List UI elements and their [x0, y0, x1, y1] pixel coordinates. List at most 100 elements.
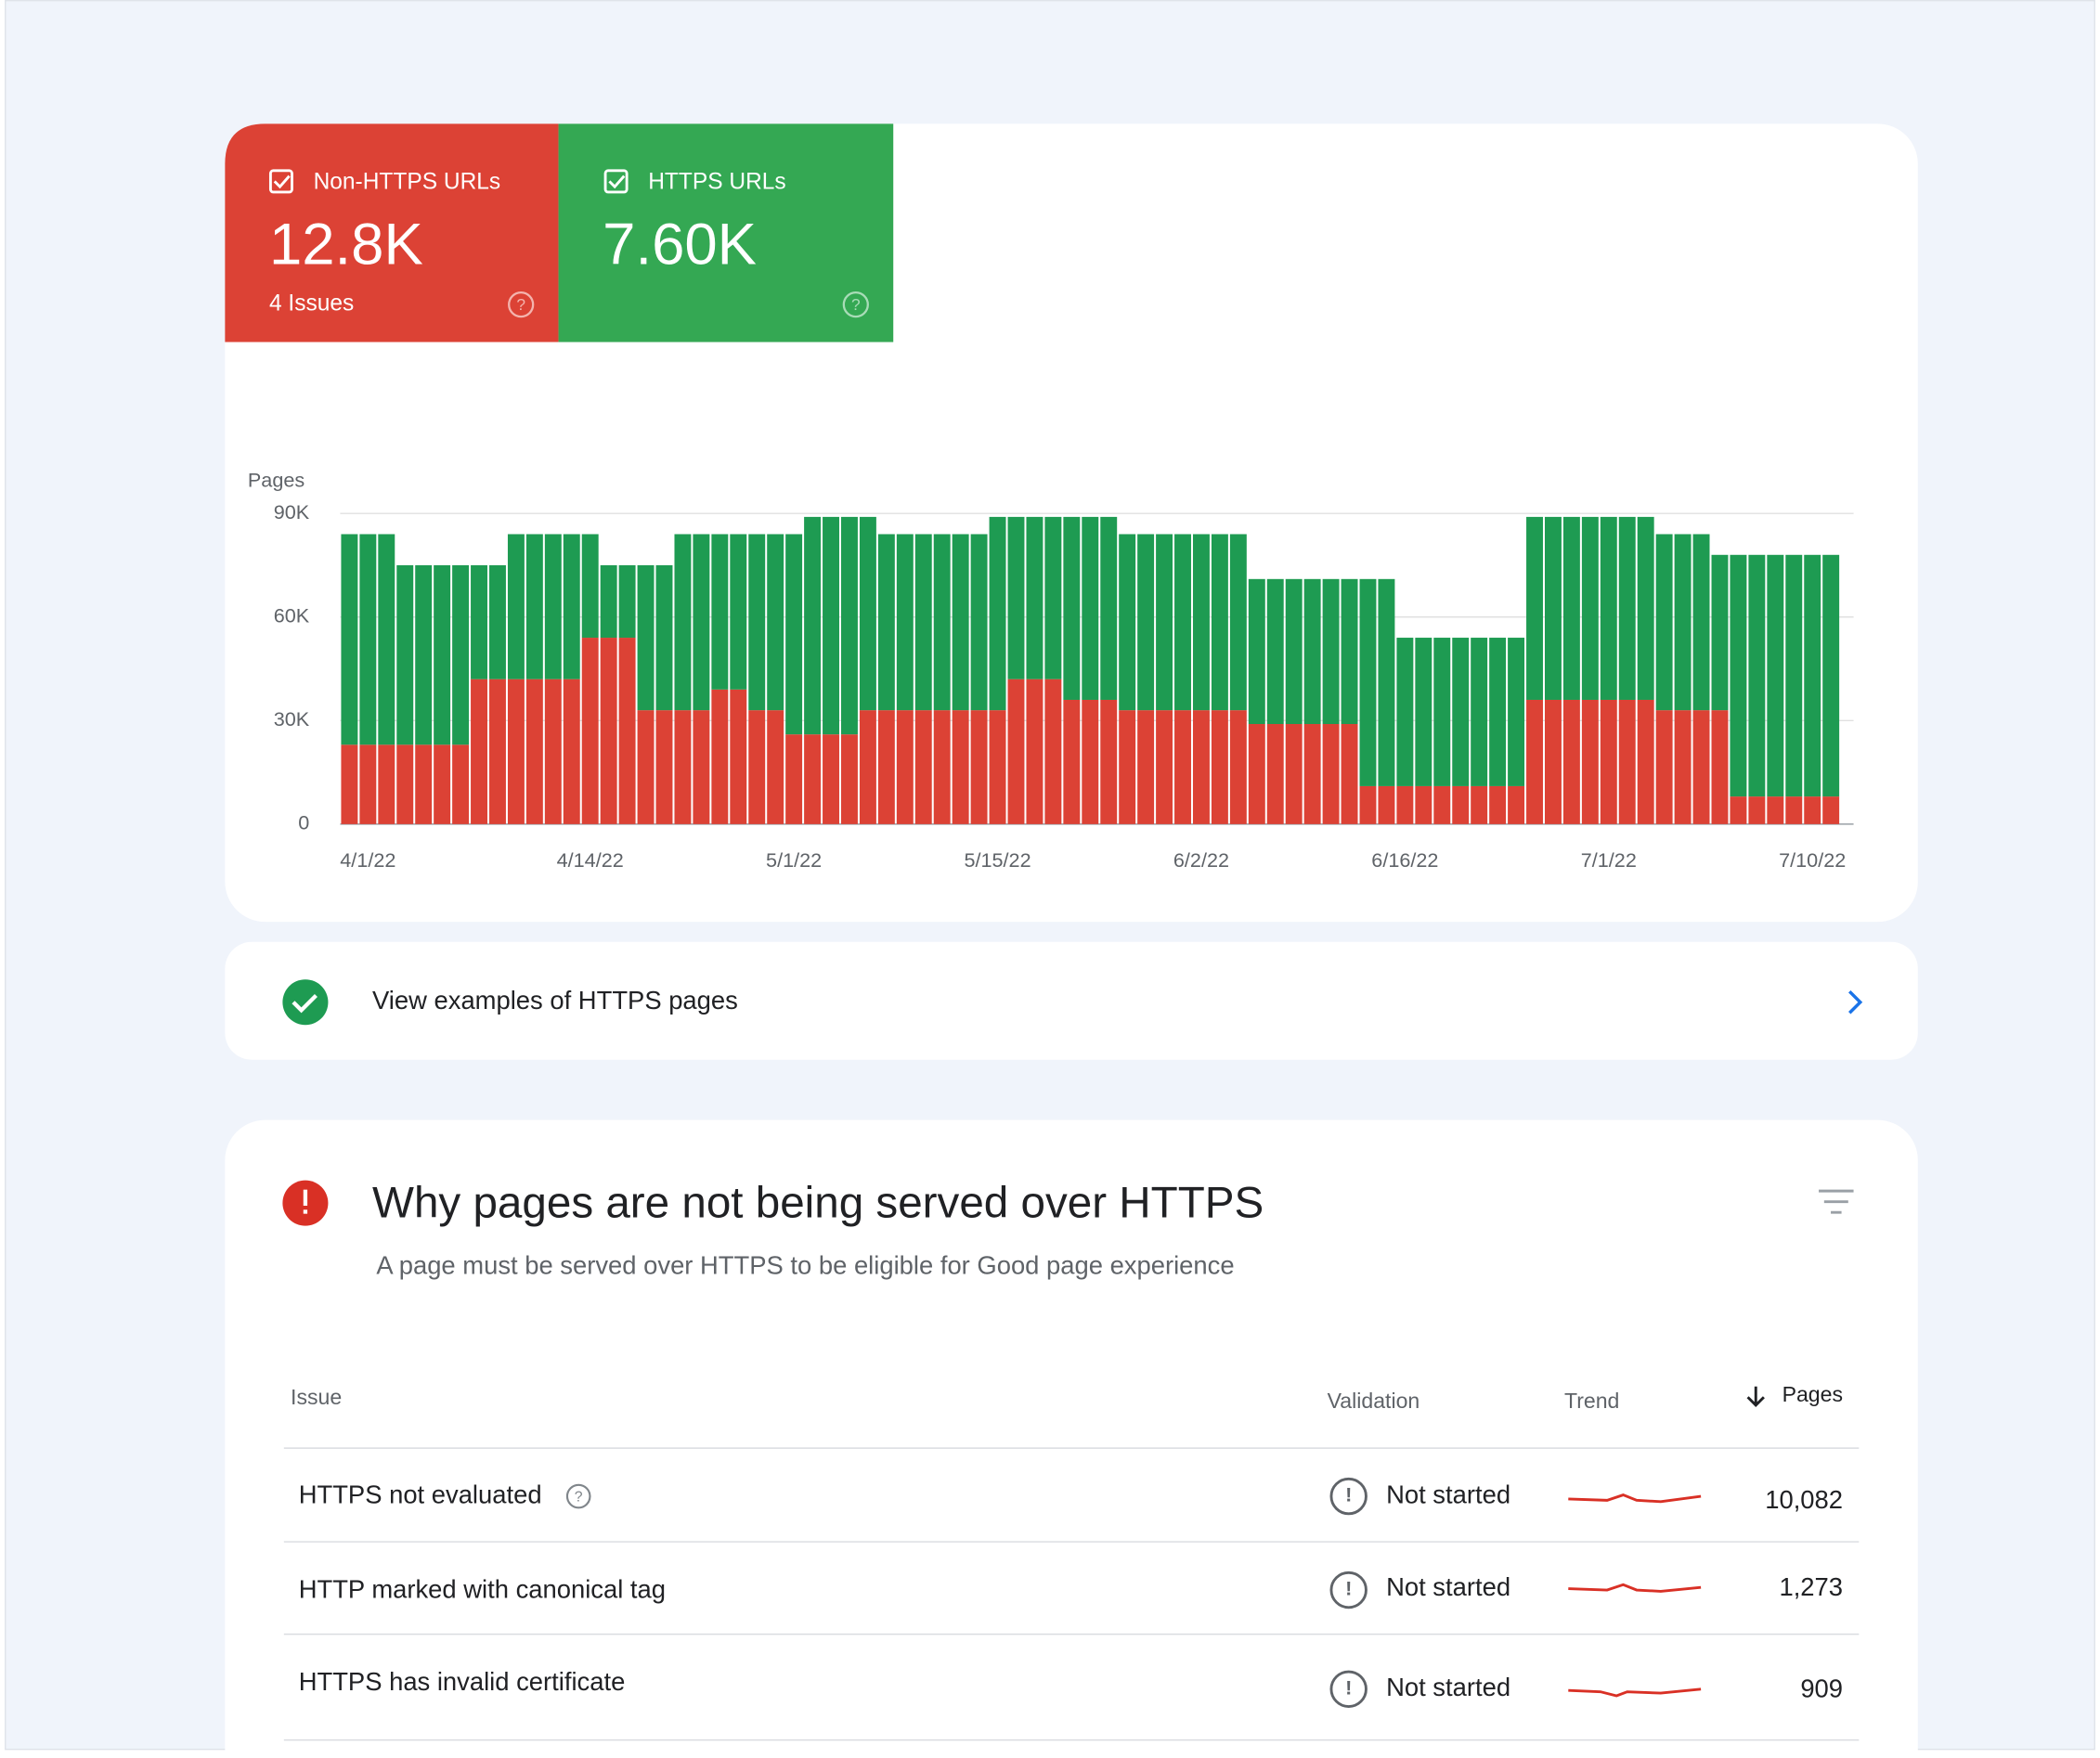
bar-segment: [1359, 578, 1377, 786]
bar-segment: [1822, 554, 1840, 797]
bar-segment: [1767, 796, 1784, 824]
bar-segment: [434, 744, 451, 824]
bar-segment: [525, 679, 543, 824]
bar-segment: [1637, 516, 1654, 700]
x-tick-label: 5/15/22: [964, 848, 1031, 872]
ok-icon: [282, 979, 329, 1026]
bar-segment: [1044, 679, 1062, 824]
validation: Not started: [1386, 1572, 1510, 1601]
bar-segment: [841, 734, 858, 824]
bar-segment: [1655, 710, 1673, 824]
issue-name[interactable]: HTTPS not evaluated: [299, 1480, 542, 1508]
bar-segment: [1692, 710, 1710, 824]
https-card[interactable]: [558, 123, 894, 343]
column-header: Issue: [291, 1385, 342, 1409]
bar-segment: [1415, 785, 1432, 824]
bar-segment: [600, 638, 617, 824]
issue-name[interactable]: HTTPS has invalid certificate: [299, 1667, 626, 1696]
bar-segment: [1192, 534, 1210, 711]
chevron[interactable]: [1848, 989, 1863, 1015]
y-tick-label: 0: [298, 811, 309, 834]
bar-segment: [711, 534, 729, 690]
bar-segment: [711, 689, 729, 824]
card-label: Non-HTTPS URLs: [314, 169, 501, 194]
row-dividers: [283, 1447, 1860, 1741]
bar-segment: [1303, 724, 1321, 824]
bar-segment: [396, 564, 414, 745]
help-icon[interactable]: [842, 291, 869, 318]
bar-segment: [359, 744, 377, 824]
trend: [1568, 1687, 1702, 1698]
error-glyph: [303, 1189, 308, 1206]
bar-segment: [1730, 554, 1747, 797]
trend: [1568, 1493, 1702, 1504]
status-glyph: !: [1345, 1577, 1352, 1600]
card-value: 12.8K: [269, 212, 423, 277]
bar-segment: [952, 710, 969, 824]
non-https-card[interactable]: [225, 123, 559, 343]
bar-segment: [1285, 724, 1303, 824]
issue-name[interactable]: HTTP marked with canonical tag: [299, 1575, 666, 1604]
pages: 1,273: [1779, 1572, 1843, 1601]
chart: 0 30K 60K 90K 4/1/22 4/14/22 5/1/22 5/15/22 6/2/…: [274, 500, 1854, 872]
x-tick-label: 4/14/22: [557, 848, 624, 872]
bar-segment: [1618, 516, 1636, 700]
bar-segment: [1600, 516, 1617, 700]
bar-segment: [1581, 699, 1599, 824]
bar-segment: [914, 534, 932, 711]
bar-segment: [581, 534, 599, 639]
help-icon[interactable]: [508, 291, 535, 318]
x-tick-label: 6/16/22: [1371, 848, 1438, 872]
bar-segment: [341, 744, 358, 824]
bar-segment: [1248, 578, 1265, 725]
bar-segment: [933, 534, 951, 711]
pages: 10,082: [1765, 1485, 1843, 1514]
ok-check: [292, 993, 318, 1014]
checkbox[interactable]: [603, 169, 629, 194]
bar-segment: [507, 679, 525, 824]
bar-segment: [1174, 534, 1191, 711]
y-tick-label: 60K: [274, 603, 310, 627]
bar-segment: [1119, 534, 1136, 711]
bar-segment: [1248, 724, 1265, 824]
column-header: Trend: [1564, 1389, 1619, 1413]
card-value: 7.60K: [603, 212, 757, 277]
bar-segment: [1063, 516, 1081, 700]
bar-segment: [767, 534, 784, 711]
x-tick-label: 6/2/22: [1173, 848, 1229, 872]
bar-segment: [1692, 534, 1710, 711]
help-icon[interactable]: [565, 1483, 591, 1509]
sort-arrow[interactable]: [1746, 1386, 1765, 1407]
bar-segment: [767, 710, 784, 824]
help-glyph: ?: [851, 295, 861, 314]
bar-segment: [1211, 534, 1228, 711]
bar-segment: [1785, 796, 1803, 824]
examples-link[interactable]: View examples of HTTPS pages: [372, 986, 738, 1015]
checkbox[interactable]: [268, 169, 293, 194]
bar-segment: [637, 564, 655, 711]
column-header[interactable]: Pages: [1782, 1382, 1843, 1406]
bar-segment: [1415, 638, 1432, 786]
bar-segment: [1100, 516, 1118, 700]
bar-segment: [693, 710, 710, 824]
examples-card[interactable]: [225, 941, 1918, 1060]
bar-segment: [1544, 516, 1562, 700]
bar-segment: [1156, 710, 1173, 824]
filter-icon[interactable]: [1819, 1189, 1854, 1214]
bar-segment: [1266, 724, 1284, 824]
bar-segment: [1544, 699, 1562, 824]
bar-segment: [1378, 578, 1395, 786]
column-header: Validation: [1328, 1389, 1420, 1413]
bar-segment: [730, 534, 747, 690]
bar-segment: [896, 710, 914, 824]
bar-segment: [1637, 699, 1654, 824]
bar-segment: [1211, 710, 1228, 824]
bar-segment: [544, 679, 562, 824]
bar-segment: [1229, 710, 1247, 824]
bar-segment: [1341, 724, 1358, 824]
bar-segment: [785, 734, 803, 824]
bar-segment: [823, 516, 839, 735]
bar-segment: [1063, 699, 1081, 824]
bar-segment: [359, 534, 377, 745]
bar-segment: [859, 710, 876, 824]
